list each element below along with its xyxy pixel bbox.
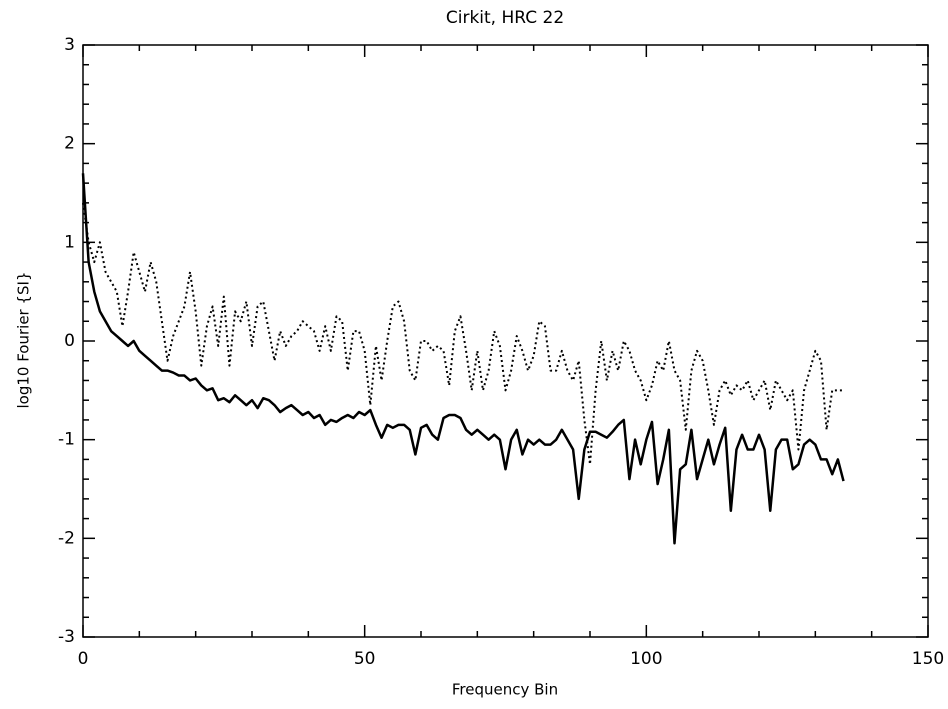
data-line xyxy=(82,202,844,466)
y-tick-label: -1 xyxy=(58,430,75,450)
y-tick-label: 3 xyxy=(64,35,75,55)
x-tick-label: 50 xyxy=(354,649,376,669)
data-line xyxy=(81,173,845,545)
x-tick-label: 100 xyxy=(630,649,662,669)
y-tick-label: -3 xyxy=(58,627,75,647)
plot-frame xyxy=(82,44,929,638)
y-tick-label: -2 xyxy=(58,528,75,548)
chart-title: Cirkit, HRC 22 xyxy=(446,8,564,28)
y-tick-label: 1 xyxy=(64,232,75,252)
x-tick-label: 150 xyxy=(912,649,944,669)
y-tick-label: 0 xyxy=(64,331,75,351)
x-tick-label: 0 xyxy=(78,649,89,669)
y-tick-label: 2 xyxy=(64,134,75,154)
x-axis-label: Frequency Bin xyxy=(452,681,558,699)
y-axis-label: log10 Fourier {SI} xyxy=(15,271,33,408)
